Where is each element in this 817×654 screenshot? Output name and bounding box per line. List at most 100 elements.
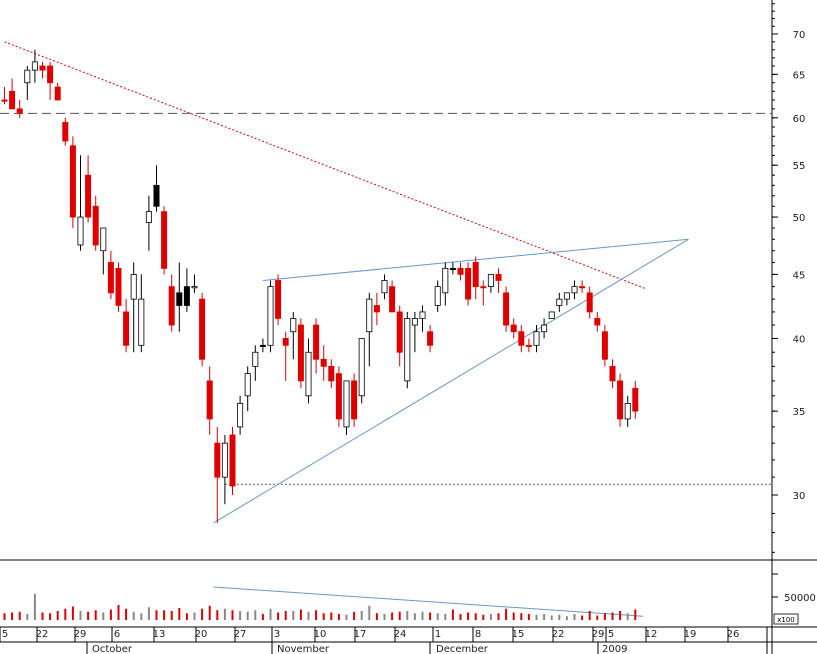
candle bbox=[510, 318, 517, 339]
candle-body bbox=[24, 69, 31, 84]
candle-body bbox=[449, 267, 456, 270]
price-candles bbox=[1, 49, 639, 523]
price-tick-label: 55 bbox=[793, 161, 806, 172]
candle bbox=[548, 311, 555, 319]
candle bbox=[434, 280, 441, 312]
candle bbox=[39, 61, 46, 79]
candle-body bbox=[586, 292, 593, 313]
candle-body bbox=[85, 174, 92, 218]
candle bbox=[16, 100, 23, 118]
date-tick-label: 27 bbox=[234, 629, 247, 640]
trend-lines bbox=[0, 41, 772, 617]
candle-body bbox=[381, 280, 388, 294]
price-tick-label: 40 bbox=[793, 334, 806, 345]
date-tick-label: 29 bbox=[74, 629, 87, 640]
candle-body bbox=[541, 324, 548, 333]
candle bbox=[335, 366, 342, 427]
candle bbox=[100, 227, 107, 275]
candle-body bbox=[130, 273, 137, 300]
candle bbox=[9, 78, 16, 110]
candle-body bbox=[183, 286, 190, 306]
candle-body bbox=[427, 331, 434, 346]
date-tick-label: 19 bbox=[684, 629, 697, 640]
candle bbox=[351, 373, 358, 427]
candle-body bbox=[237, 403, 244, 428]
price-tick-label: 60 bbox=[793, 114, 806, 125]
candle bbox=[320, 345, 327, 381]
candle bbox=[601, 325, 608, 367]
trend-line bbox=[4, 41, 647, 290]
candle-body bbox=[145, 211, 152, 223]
candle bbox=[244, 366, 251, 412]
candle-body bbox=[206, 380, 213, 420]
trend-line bbox=[213, 238, 689, 524]
candle-body bbox=[525, 344, 532, 347]
volume-bars bbox=[3, 593, 637, 620]
candle bbox=[282, 331, 289, 381]
date-tick-label: 12 bbox=[645, 629, 658, 640]
date-tick-label: 24 bbox=[394, 629, 407, 640]
date-tick-label: 5 bbox=[608, 629, 614, 640]
candle-body bbox=[168, 286, 175, 326]
candle bbox=[199, 292, 206, 367]
candle-body bbox=[601, 331, 608, 360]
candle bbox=[594, 311, 601, 332]
date-tick-label: 6 bbox=[114, 629, 120, 640]
candle-body bbox=[69, 145, 76, 218]
candle-body bbox=[297, 324, 304, 382]
date-tick-label: 10 bbox=[314, 629, 327, 640]
candle bbox=[290, 311, 297, 360]
candle bbox=[396, 305, 403, 367]
candle-body bbox=[31, 61, 38, 71]
month-label: December bbox=[436, 644, 489, 654]
candle bbox=[153, 165, 160, 212]
candle-body bbox=[123, 311, 130, 346]
candle-body bbox=[373, 305, 380, 313]
candle-body bbox=[191, 286, 198, 289]
candle bbox=[556, 292, 563, 312]
candle bbox=[411, 311, 418, 353]
date-tick-label: 13 bbox=[153, 629, 166, 640]
candle bbox=[54, 82, 61, 101]
candle-body bbox=[487, 273, 494, 288]
volume-unit-label: x100 bbox=[777, 616, 795, 624]
candle bbox=[252, 345, 259, 381]
price-tick-label: 50 bbox=[793, 213, 806, 224]
candle-body bbox=[556, 298, 563, 306]
candle bbox=[168, 274, 175, 332]
volume-unit-box bbox=[773, 613, 799, 625]
trend-line bbox=[213, 586, 643, 617]
price-tick-label: 70 bbox=[793, 30, 806, 41]
candle bbox=[495, 268, 502, 293]
candle-body bbox=[389, 286, 396, 313]
candle-body bbox=[624, 403, 631, 420]
candle-body bbox=[571, 286, 578, 294]
candle bbox=[221, 434, 228, 505]
candle-body bbox=[305, 351, 312, 397]
candle-body bbox=[221, 442, 228, 478]
candle-body bbox=[518, 331, 525, 346]
candle bbox=[176, 262, 183, 332]
candle bbox=[214, 426, 221, 523]
date-tick-label: 5 bbox=[2, 629, 8, 640]
candle bbox=[1, 87, 8, 105]
candle-body bbox=[404, 318, 411, 382]
candle bbox=[487, 273, 494, 293]
candle bbox=[457, 262, 464, 281]
candle-body bbox=[495, 273, 502, 281]
price-tick-label: 30 bbox=[793, 491, 806, 502]
price-tick-label: 65 bbox=[793, 70, 806, 81]
candle-body bbox=[161, 211, 168, 269]
candle bbox=[138, 274, 145, 353]
candle bbox=[85, 155, 92, 223]
candle-body bbox=[47, 65, 54, 84]
candle bbox=[381, 274, 388, 300]
candle-body bbox=[419, 311, 426, 319]
candle-body bbox=[214, 442, 221, 478]
candle-body bbox=[138, 298, 145, 346]
candle-body bbox=[594, 318, 601, 326]
date-tick-label: 20 bbox=[195, 629, 208, 640]
candle-body bbox=[320, 358, 327, 367]
